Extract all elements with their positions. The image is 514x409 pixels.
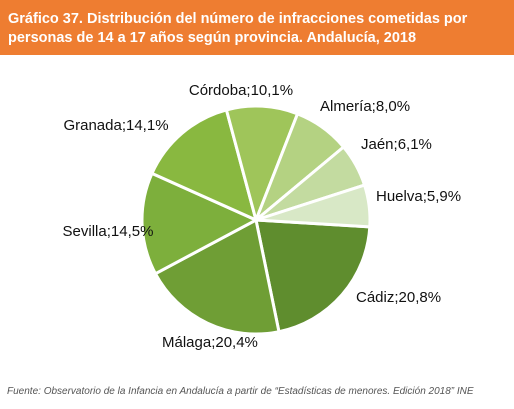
pie-slice-granada — [150, 108, 258, 222]
pie-label-huelva: Huelva;5,9% — [376, 188, 461, 205]
pie-label-cadiz: Cádiz;20,8% — [356, 289, 441, 306]
pie-slice-malaga — [153, 218, 281, 336]
pie-label-almeria: Almería;8,0% — [320, 98, 410, 115]
pie-label-malaga: Málaga;20,4% — [162, 334, 258, 351]
pie-slice-huelva — [254, 183, 372, 229]
pie-label-sevilla: Sevilla;14,5% — [63, 223, 154, 240]
pie-slice-cadiz — [254, 218, 372, 334]
pie-chart: Cádiz;20,8% Málaga;20,4% Sevilla;14,5% Gran… — [63, 82, 462, 351]
chart-title: Gráfico 37. Distribución del número de i… — [8, 11, 468, 46]
pie-label-jaen: Jaén;6,1% — [361, 136, 432, 153]
source-note: Fuente: Observatorio de la Infancia en A… — [7, 386, 474, 397]
pie-label-cordoba: Córdoba;10,1% — [189, 82, 293, 99]
chart-header: Gráfico 37. Distribución del número de i… — [0, 0, 514, 55]
pie-slices — [140, 104, 372, 336]
pie-labels: Cádiz;20,8% Málaga;20,4% Sevilla;14,5% Gran… — [63, 82, 462, 351]
pie-label-granada: Granada;14,1% — [63, 117, 168, 134]
pie-slice-sevilla — [140, 171, 258, 276]
